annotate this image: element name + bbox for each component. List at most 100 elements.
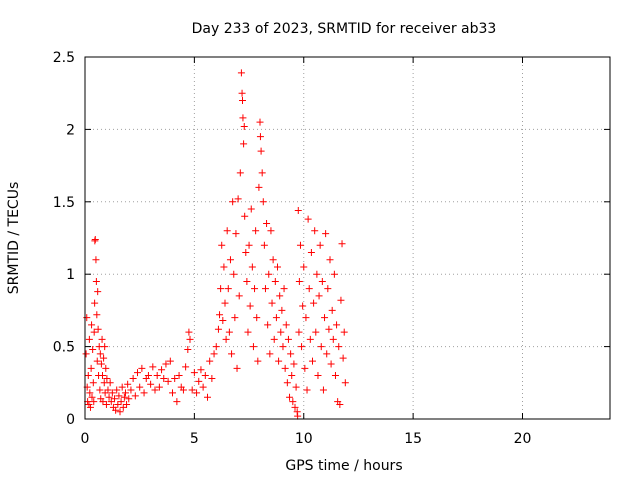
- data-point: [311, 227, 319, 235]
- x-tick-label: 15: [404, 431, 422, 447]
- data-point: [228, 350, 236, 358]
- data-point: [84, 372, 92, 380]
- data-point: [324, 285, 332, 293]
- data-point: [99, 372, 106, 380]
- data-point: [291, 403, 299, 411]
- data-point: [247, 205, 255, 213]
- data-point: [269, 256, 277, 264]
- data-point: [278, 306, 286, 314]
- data-point: [272, 314, 280, 322]
- data-point: [99, 398, 107, 406]
- data-point: [266, 350, 274, 358]
- data-point: [271, 277, 279, 285]
- data-point: [328, 306, 336, 314]
- data-point: [179, 386, 187, 394]
- data-point: [217, 285, 225, 293]
- data-point: [101, 389, 109, 397]
- data-point: [279, 343, 287, 351]
- y-tick-label: 2: [66, 122, 75, 138]
- data-point: [340, 328, 348, 336]
- data-point: [256, 133, 264, 141]
- data-point: [223, 227, 231, 235]
- data-point: [90, 328, 98, 336]
- data-point: [125, 395, 133, 403]
- data-point: [236, 169, 244, 177]
- data-point: [265, 270, 273, 278]
- data-point: [286, 393, 294, 401]
- data-point: [195, 377, 203, 385]
- data-point: [164, 377, 172, 385]
- data-point: [235, 292, 243, 300]
- data-point: [294, 412, 302, 420]
- x-axis-label: GPS time / hours: [285, 458, 402, 474]
- data-point: [94, 325, 102, 333]
- data-point: [326, 256, 334, 264]
- x-tick-label: 20: [514, 431, 532, 447]
- data-point: [245, 241, 253, 249]
- data-point: [118, 383, 126, 391]
- data-point: [336, 401, 344, 409]
- data-point: [102, 401, 110, 409]
- data-point: [276, 292, 284, 300]
- data-point: [317, 343, 325, 351]
- data-point: [255, 183, 263, 191]
- data-point: [230, 270, 238, 278]
- data-point: [274, 263, 281, 271]
- data-point: [131, 392, 139, 400]
- data-point: [302, 314, 310, 322]
- data-point: [264, 321, 272, 329]
- data-point: [240, 123, 248, 131]
- data-point: [117, 398, 125, 406]
- data-point: [323, 350, 331, 358]
- data-point: [237, 69, 245, 77]
- data-point: [221, 299, 229, 307]
- data-point: [238, 89, 246, 97]
- data-point: [105, 393, 113, 401]
- data-point: [339, 354, 347, 362]
- data-point: [100, 354, 108, 362]
- data-point: [201, 372, 209, 380]
- data-point: [88, 321, 96, 329]
- data-point: [119, 403, 127, 411]
- data-point: [94, 288, 102, 296]
- data-point: [244, 328, 252, 336]
- data-point: [212, 343, 220, 351]
- data-point: [204, 393, 211, 401]
- data-point: [330, 270, 338, 278]
- data-point: [309, 357, 316, 365]
- data-point: [224, 285, 232, 293]
- y-tick-label: 1: [66, 267, 75, 283]
- data-point: [277, 328, 285, 336]
- data-point: [114, 401, 122, 409]
- data-point: [289, 398, 297, 406]
- data-point: [98, 335, 106, 343]
- data-point: [248, 263, 256, 271]
- data-point: [149, 363, 157, 371]
- data-point: [111, 395, 119, 403]
- data-point: [100, 379, 108, 387]
- data-point: [301, 364, 309, 372]
- x-tick-label: 10: [295, 431, 313, 447]
- data-point: [225, 328, 233, 336]
- data-point: [86, 389, 94, 397]
- data-point: [83, 314, 91, 322]
- data-point: [193, 389, 201, 397]
- data-point: [325, 325, 333, 333]
- data-point: [240, 140, 248, 148]
- data-point: [288, 372, 296, 380]
- data-point: [103, 374, 111, 382]
- data-point: [290, 360, 298, 368]
- data-point: [107, 398, 115, 406]
- data-point: [284, 335, 292, 343]
- data-point: [257, 147, 265, 155]
- plot-frame: [84, 56, 611, 420]
- data-point: [173, 398, 181, 406]
- data-point: [188, 386, 196, 394]
- data-point: [313, 270, 321, 278]
- data-point: [307, 248, 315, 256]
- data-point: [306, 335, 314, 343]
- data-point: [92, 277, 100, 285]
- data-point: [89, 345, 97, 353]
- data-point: [319, 386, 327, 394]
